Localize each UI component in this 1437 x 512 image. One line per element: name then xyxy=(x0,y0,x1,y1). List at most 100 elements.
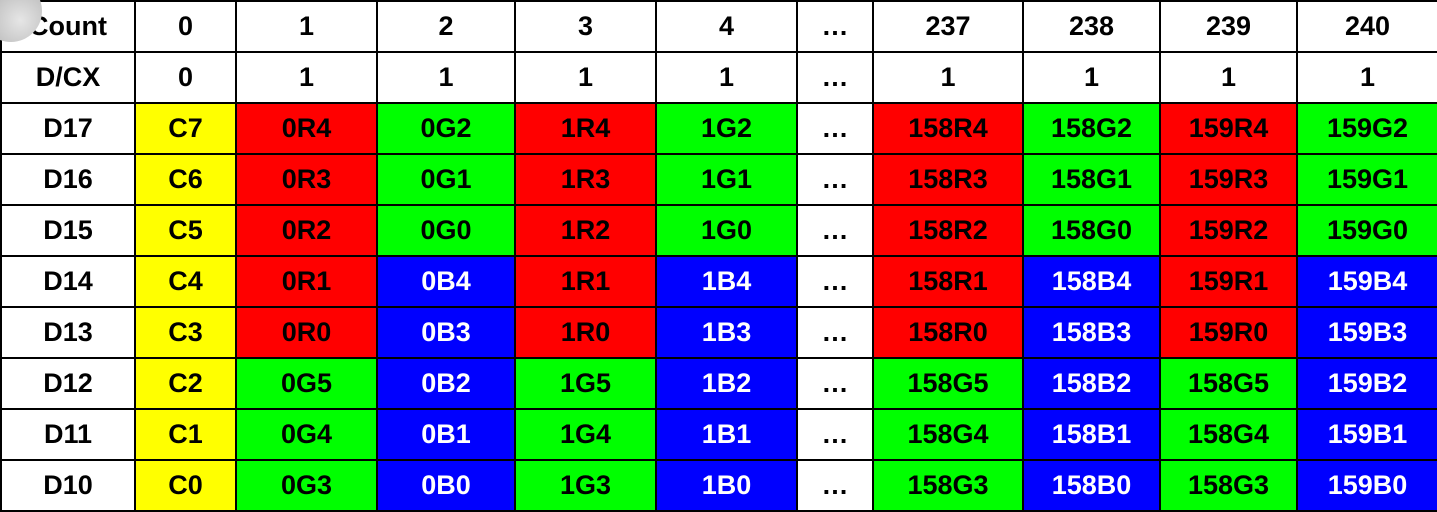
table-cell: C4 xyxy=(134,255,237,308)
table-row: D/CX 0 1 1 1 1… 1 1 1 1 xyxy=(0,51,1437,104)
table-cell: 158G4 xyxy=(1159,408,1298,461)
header-label-cell: Count xyxy=(0,0,136,53)
table-cell: 159G0 xyxy=(1296,204,1437,257)
table-cell: 158R2 xyxy=(872,204,1024,257)
table-cell: 158B1 xyxy=(1022,408,1161,461)
count-header-cell: … xyxy=(796,0,874,53)
table-cell: … xyxy=(796,102,874,155)
table-cell: … xyxy=(796,255,874,308)
table-cell: 1G5 xyxy=(514,357,657,410)
table-cell: … xyxy=(796,153,874,206)
table-cell: 1 xyxy=(376,51,516,104)
table-cell: 159B2 xyxy=(1296,357,1437,410)
row-label-cell: D12 xyxy=(0,357,136,410)
table-cell: C3 xyxy=(134,306,237,359)
row-label-cell: D/CX xyxy=(0,51,136,104)
table-cell: 1R0 xyxy=(514,306,657,359)
table-row: D17 C7 0R4 0G2 1R4 1G2… 158R4 158G2 159R4 159G2 xyxy=(0,102,1437,155)
table-cell: 0G3 xyxy=(235,459,378,512)
table-row: D15 C5 0R2 0G0 1R2 1G0… 158R2 158G0 159R2 159G0 xyxy=(0,204,1437,257)
table-cell: 158R1 xyxy=(872,255,1024,308)
table-cell: 1G3 xyxy=(514,459,657,512)
table-cell: 159B4 xyxy=(1296,255,1437,308)
table-cell: 0R1 xyxy=(235,255,378,308)
row-label-cell: D13 xyxy=(0,306,136,359)
count-header-cell: 4 xyxy=(655,0,798,53)
table-cell: 0B2 xyxy=(376,357,516,410)
table-row: D14 C4 0R1 0B4 1R1 1B4… 158R1 158B4 159R1 159B4 xyxy=(0,255,1437,308)
table-cell: C5 xyxy=(134,204,237,257)
row-label-cell: D10 xyxy=(0,459,136,512)
table-cell: 1R4 xyxy=(514,102,657,155)
row-label-cell: D16 xyxy=(0,153,136,206)
table-cell: 159G1 xyxy=(1296,153,1437,206)
table-cell: 0 xyxy=(134,51,237,104)
table-cell: 158R3 xyxy=(872,153,1024,206)
count-header-cell: 0 xyxy=(134,0,237,53)
table-cell: 159R0 xyxy=(1159,306,1298,359)
row-label-cell: D11 xyxy=(0,408,136,461)
table-cell: 159B3 xyxy=(1296,306,1437,359)
table-cell: C6 xyxy=(134,153,237,206)
table-cell: … xyxy=(796,306,874,359)
table-cell: … xyxy=(796,459,874,512)
table-cell: 1 xyxy=(1022,51,1161,104)
table-cell: 1 xyxy=(655,51,798,104)
table-cell: 158G5 xyxy=(1159,357,1298,410)
table-cell: 1G1 xyxy=(655,153,798,206)
table-cell: 1B0 xyxy=(655,459,798,512)
table-cell: 158B4 xyxy=(1022,255,1161,308)
table-cell: 158R4 xyxy=(872,102,1024,155)
table-cell: 1 xyxy=(1159,51,1298,104)
table-cell: 0R3 xyxy=(235,153,378,206)
table-cell: 0R2 xyxy=(235,204,378,257)
table-cell: 158G3 xyxy=(872,459,1024,512)
count-header-cell: 240 xyxy=(1296,0,1437,53)
table-cell: 158R0 xyxy=(872,306,1024,359)
table-cell: 0G1 xyxy=(376,153,516,206)
table-cell: 0G4 xyxy=(235,408,378,461)
table-cell: 158G3 xyxy=(1159,459,1298,512)
table-cell: 158G1 xyxy=(1022,153,1161,206)
count-header-cell: 238 xyxy=(1022,0,1161,53)
table-cell: 1R2 xyxy=(514,204,657,257)
table-cell: 1G2 xyxy=(655,102,798,155)
table-cell: 0G5 xyxy=(235,357,378,410)
table-cell: 158G0 xyxy=(1022,204,1161,257)
table-cell: 0B1 xyxy=(376,408,516,461)
row-label-cell: D17 xyxy=(0,102,136,155)
table-cell: 0B3 xyxy=(376,306,516,359)
table-cell: 159R3 xyxy=(1159,153,1298,206)
table-cell: C0 xyxy=(134,459,237,512)
table-cell: 158G5 xyxy=(872,357,1024,410)
table-cell: 1 xyxy=(514,51,657,104)
table-cell: 159R2 xyxy=(1159,204,1298,257)
table-cell: 1G0 xyxy=(655,204,798,257)
table-cell: 159R1 xyxy=(1159,255,1298,308)
table-cell: 158B3 xyxy=(1022,306,1161,359)
table-cell: 0G2 xyxy=(376,102,516,155)
table-cell: 1 xyxy=(235,51,378,104)
table-cell: 159B1 xyxy=(1296,408,1437,461)
table-cell: … xyxy=(796,408,874,461)
table-cell: 1 xyxy=(1296,51,1437,104)
table-cell: 158B2 xyxy=(1022,357,1161,410)
table-cell: 1G4 xyxy=(514,408,657,461)
row-label-cell: D15 xyxy=(0,204,136,257)
table-cell: C2 xyxy=(134,357,237,410)
table-cell: 0G0 xyxy=(376,204,516,257)
count-header-cell: 237 xyxy=(872,0,1024,53)
table-cell: 159G2 xyxy=(1296,102,1437,155)
table-cell: 158G2 xyxy=(1022,102,1161,155)
table-cell: 1B3 xyxy=(655,306,798,359)
table-cell: 1R1 xyxy=(514,255,657,308)
count-header-cell: 239 xyxy=(1159,0,1298,53)
table-cell: 1 xyxy=(872,51,1024,104)
table-cell: 1B1 xyxy=(655,408,798,461)
count-header-cell: 1 xyxy=(235,0,378,53)
table-row: D16 C6 0R3 0G1 1R3 1G1… 158R3 158G1 159R3 159G1 xyxy=(0,153,1437,206)
row-label-cell: D14 xyxy=(0,255,136,308)
